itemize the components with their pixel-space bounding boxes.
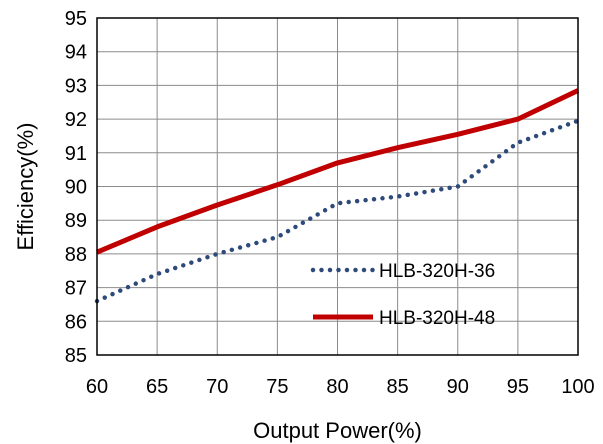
x-tick-label: 80 — [326, 376, 348, 398]
y-tick-labels: 85 86 87 88 89 90 91 92 93 94 95 — [65, 8, 87, 367]
x-tick-label: 65 — [146, 376, 168, 398]
y-axis-title: Efficiency(%) — [13, 123, 38, 251]
y-tick-label: 91 — [65, 143, 87, 165]
y-tick-label: 88 — [65, 244, 87, 266]
x-tick-label: 95 — [507, 376, 529, 398]
x-tick-label: 90 — [447, 376, 469, 398]
legend-label-hlb-320h-36: HLB-320H-36 — [379, 261, 495, 282]
x-tick-label: 85 — [387, 376, 409, 398]
y-tick-label: 92 — [65, 109, 87, 131]
series-line-hlb-320h-48 — [96, 88, 580, 255]
y-tick-label: 89 — [65, 210, 87, 232]
y-tick-label: 95 — [65, 8, 87, 30]
y-tick-label: 94 — [65, 42, 87, 64]
series-line-hlb-320h-36 — [94, 118, 581, 304]
legend-label-hlb-320h-48: HLB-320H-48 — [379, 308, 495, 329]
y-tick-label: 86 — [65, 311, 87, 333]
legend: HLB-320H-36 HLB-320H-48 — [310, 261, 495, 329]
y-tick-label: 85 — [65, 345, 87, 367]
y-tick-label: 93 — [65, 75, 87, 97]
x-axis-title: Output Power(%) — [253, 418, 422, 443]
x-tick-label: 70 — [206, 376, 228, 398]
x-tick-label: 75 — [266, 376, 288, 398]
x-tick-label: 100 — [561, 376, 594, 398]
x-tick-label: 60 — [86, 376, 108, 398]
grid — [96, 17, 579, 356]
x-tick-labels: 60 65 70 75 80 85 90 95 100 — [86, 376, 595, 398]
y-tick-label: 90 — [65, 177, 87, 199]
plot-border — [96, 17, 579, 356]
y-tick-label: 87 — [65, 278, 87, 300]
